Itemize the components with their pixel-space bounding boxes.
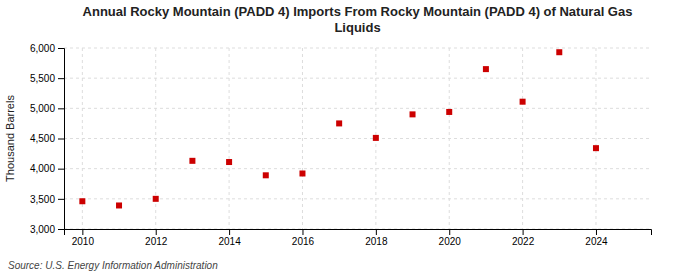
grid-line-y [64,168,651,169]
tick-label: 3,500 [30,194,55,205]
points [79,49,599,208]
tick-mark [58,169,64,170]
tick-label: 2016 [292,236,315,247]
tick-label: 2012 [145,236,168,247]
tick-mark [58,48,64,49]
tick: 6,000 [30,43,64,54]
point [483,66,489,72]
tick: 2018 [365,229,388,247]
tick-mark [156,229,157,235]
tick-label: 4,500 [30,133,55,144]
grid-line-x [595,48,596,229]
tick-mark [596,229,597,235]
title-line: Liquids [334,20,380,35]
point [79,198,85,204]
tick-label: 2020 [439,236,462,247]
tick-label: 2018 [365,236,388,247]
grid-line-y [64,78,651,79]
tick-label: 2010 [72,236,95,247]
grid [64,48,651,229]
tick-mark [58,229,64,230]
tick-label: 5,500 [30,73,55,84]
y-axis: 3,000 3,500 4,000 4,500 5,000 5,500 6,000 [30,43,65,235]
axis-line [58,49,65,230]
tick-mark [58,199,64,200]
plot-area: 2010 2012 2014 2016 2018 2020 2022 2024 3,000 3,5… [30,43,652,247]
point [226,159,232,165]
tick-label: 2024 [585,236,608,247]
tick-mark [376,229,377,235]
y-axis-label: Thousand Barrels [4,95,16,182]
grid-line-y [64,108,651,109]
tick-mark [302,229,303,235]
point [116,202,122,208]
tick-mark [82,229,83,235]
point [299,170,305,176]
tick-label: 2022 [512,236,535,247]
tick: 2020 [439,229,462,247]
tick-label: 6,000 [30,43,55,54]
chart-svg: 2010 2012 2014 2016 2018 2020 2022 2024 3,000 3,5… [0,0,675,275]
tick-label: 3,000 [30,224,55,235]
tick: 3,000 [30,224,64,235]
grid-line-y [64,48,651,49]
point [410,111,416,117]
tick-mark [58,108,64,109]
point [336,120,342,126]
tick: 2022 [512,229,535,247]
tick-mark [58,78,64,79]
point [446,109,452,115]
tick-mark [58,139,64,140]
grid-line-x [302,48,303,229]
tick: 5,000 [30,103,64,114]
tick-mark [449,229,450,235]
title: Annual Rocky Mountain (PADD 4) Imports F… [83,4,633,35]
tick-label: 2014 [218,236,241,247]
point [520,99,526,105]
point [263,172,269,178]
point [189,158,195,164]
tick: 3,500 [30,194,64,205]
point [556,49,562,55]
point [153,196,159,202]
tick: 5,500 [30,73,64,84]
tick: 2024 [585,229,608,247]
tick-label: 4,000 [30,163,55,174]
chart-container: 2010 2012 2014 2016 2018 2020 2022 2024 3,000 3,5… [0,0,675,275]
grid-line-y [64,138,651,139]
tick-mark [523,229,524,235]
source: Source: U.S. Energy Information Administ… [8,260,218,271]
tick: 2012 [145,229,168,247]
point [373,135,379,141]
tick-mark [229,229,230,235]
grid-line-y [64,198,651,199]
tick: 4,000 [30,163,64,174]
tick: 2016 [292,229,315,247]
point [593,145,599,151]
x-axis: 2010 2012 2014 2016 2018 2020 2022 2024 [65,229,652,247]
tick-label: 5,000 [30,103,55,114]
axis-line [65,230,652,236]
tick: 2014 [218,229,241,247]
tick: 4,500 [30,133,64,144]
title-line: Annual Rocky Mountain (PADD 4) Imports F… [83,4,633,19]
tick: 2010 [72,229,95,247]
